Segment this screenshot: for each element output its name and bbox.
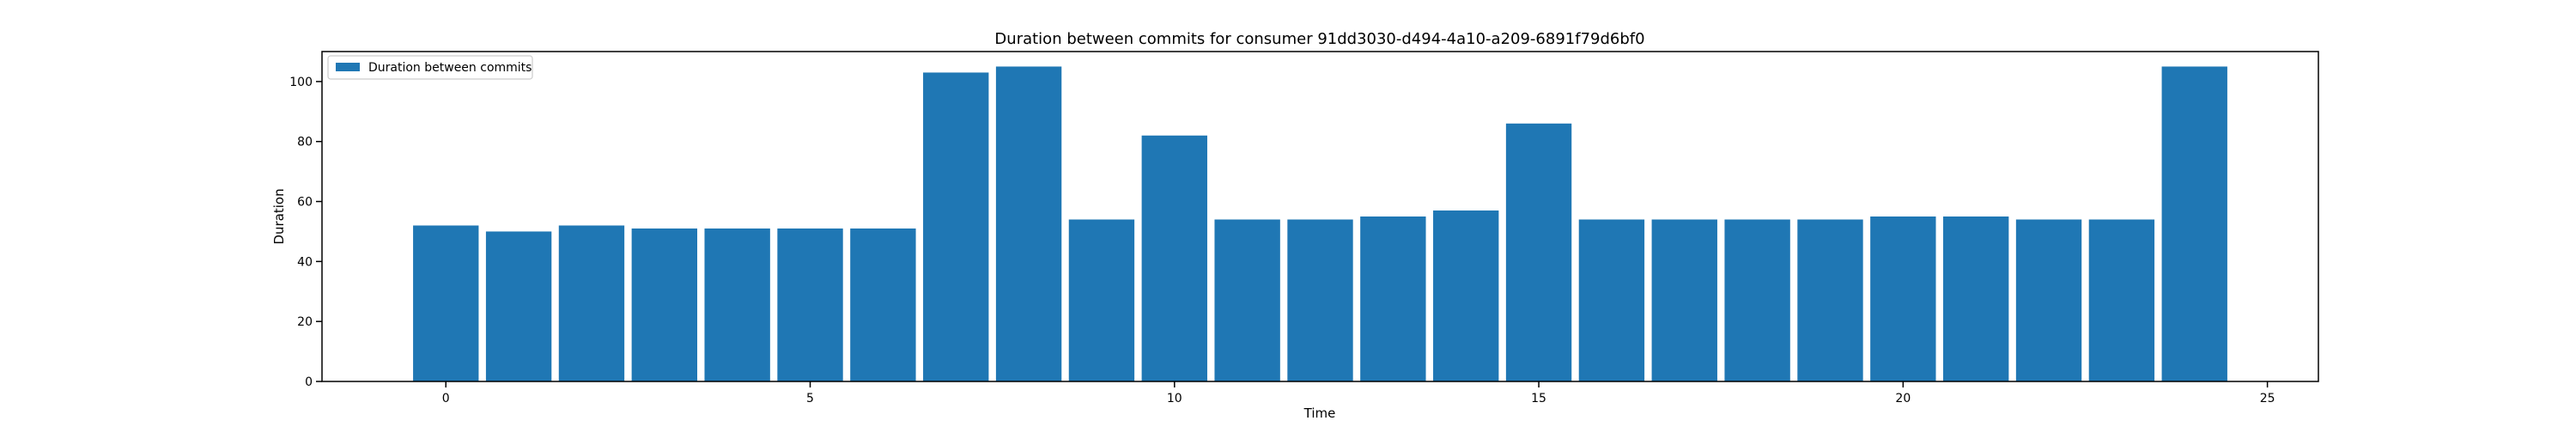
x-axis-label: Time xyxy=(1303,406,1336,421)
y-tick-label: 80 xyxy=(297,136,313,149)
bar xyxy=(777,228,843,381)
bar xyxy=(1287,219,1353,381)
bar xyxy=(1578,219,1645,381)
bar xyxy=(1651,219,1717,381)
bar xyxy=(1068,219,1135,381)
chart-title: Duration between commits for consumer 91… xyxy=(994,30,1644,48)
bar xyxy=(1433,210,1499,381)
bar xyxy=(2015,219,2082,381)
bar xyxy=(1505,123,1572,382)
bar xyxy=(1360,216,1426,381)
bar xyxy=(1797,219,1863,381)
x-tick-label: 20 xyxy=(1895,392,1911,406)
y-tick-label: 100 xyxy=(289,76,313,89)
x-tick-label: 0 xyxy=(442,392,450,406)
bar xyxy=(413,225,479,381)
y-axis: 0 20 40 60 80 100 xyxy=(289,76,322,389)
bar xyxy=(558,225,625,381)
x-tick-label: 15 xyxy=(1531,392,1546,406)
x-tick-label: 10 xyxy=(1167,392,1182,406)
plot-area-frame xyxy=(321,51,2319,382)
bar xyxy=(1870,216,1936,381)
bar xyxy=(1141,135,1207,381)
bar xyxy=(1724,219,1790,381)
x-axis: 0 5 10 15 20 25 xyxy=(442,381,2275,406)
legend-box xyxy=(327,55,533,80)
y-tick-label: 20 xyxy=(297,315,313,329)
y-tick-label: 0 xyxy=(305,375,313,389)
bar xyxy=(1943,216,2009,381)
bar xyxy=(923,72,989,381)
x-tick-label: 25 xyxy=(2260,392,2275,406)
legend-swatch xyxy=(336,63,360,71)
bar xyxy=(995,66,1062,382)
bar xyxy=(485,231,552,381)
bar xyxy=(2088,219,2155,381)
bar xyxy=(1214,219,1280,381)
y-axis-label: Duration xyxy=(271,188,287,244)
bar xyxy=(631,228,697,381)
bars-layer xyxy=(413,66,2227,382)
y-tick-label: 40 xyxy=(297,255,313,269)
bar xyxy=(850,228,916,381)
x-tick-label: 5 xyxy=(806,392,814,406)
legend: Duration between commits xyxy=(327,55,533,80)
legend-label: Duration between commits xyxy=(368,61,532,75)
bar xyxy=(2161,66,2227,382)
y-tick-label: 60 xyxy=(297,196,313,210)
bar xyxy=(704,228,770,381)
